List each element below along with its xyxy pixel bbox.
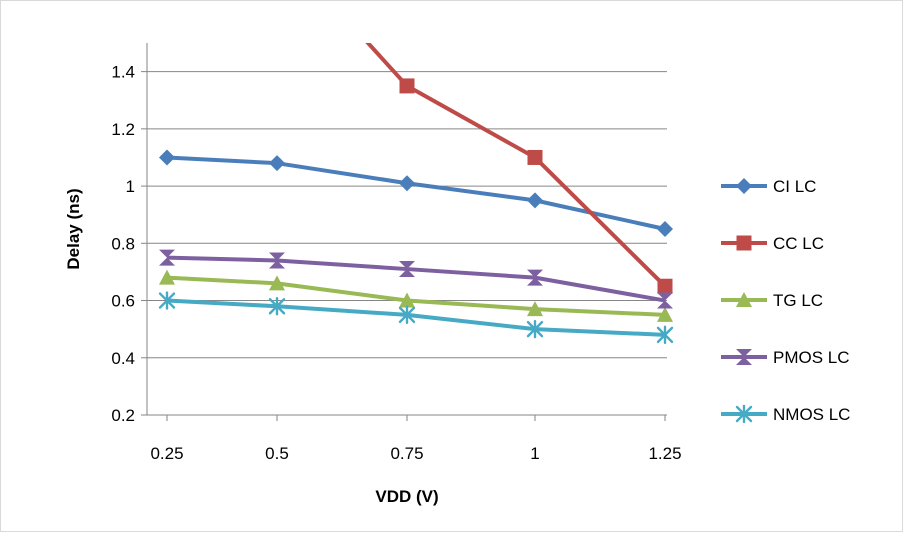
data-point-tg-lc (657, 306, 673, 322)
data-point-ci-lc (159, 149, 175, 166)
data-point-cc-lc (527, 149, 543, 165)
series-line-ci-lc (166, 155, 666, 231)
data-point-nmos-lc (268, 297, 286, 316)
data-point-cc-lc (399, 78, 415, 94)
legend-item-tg-lc: TG LC (721, 291, 823, 310)
data-point-nmos-lc (526, 319, 544, 339)
y-tick-label: 0.6 (111, 292, 135, 311)
markers-group (158, 78, 674, 345)
legend-item-nmos-lc: NMOS LC (721, 404, 850, 424)
data-point-ci-lc (657, 221, 673, 237)
x-tick-label: 1 (530, 444, 539, 463)
series-line-nmos-lc (166, 298, 666, 337)
data-point-ci-lc (399, 175, 415, 192)
data-point-nmos-lc (398, 305, 416, 325)
x-axis-title: VDD (V) (375, 487, 438, 506)
series-line-pmos-lc (166, 255, 666, 303)
x-tick-labels: 0.25 0.5 0.75 1 1.25 (150, 444, 681, 463)
data-point-tg-lc (159, 269, 175, 285)
data-point-cc-lc (657, 278, 673, 294)
legend-label: TG LC (773, 291, 823, 310)
y-tick-label: 1 (126, 177, 135, 196)
legend-item-cc-lc: CC LC (721, 234, 824, 253)
legend-swatch-marker (736, 349, 752, 365)
legend-swatch-marker (736, 292, 752, 307)
y-axis-title: Delay (ns) (64, 188, 83, 269)
x-tick-label: 0.25 (150, 444, 183, 463)
data-point-tg-lc (527, 301, 543, 317)
y-tick-label: 1.2 (111, 120, 135, 139)
data-point-pmos-lc (399, 261, 415, 278)
data-point-ci-lc (527, 192, 543, 209)
y-tick-label: 0.8 (111, 234, 135, 253)
legend-label: CI LC (773, 177, 816, 196)
series-line-tg-lc (166, 275, 666, 317)
legend-swatch-marker (736, 178, 752, 194)
series-group (166, 43, 667, 337)
axes (141, 43, 667, 421)
legend-swatch-marker (736, 235, 752, 251)
data-point-tg-lc (399, 292, 415, 308)
legend-item-ci-lc: CI LC (721, 177, 816, 196)
data-point-pmos-lc (269, 252, 285, 269)
y-tick-label: 0.4 (111, 349, 135, 368)
legend-label: CC LC (773, 234, 824, 253)
y-tick-label: 0.2 (111, 406, 135, 425)
legend-swatch-marker (735, 404, 753, 424)
gridlines (147, 71, 667, 359)
data-point-pmos-lc (527, 269, 543, 286)
x-tick-label: 0.5 (265, 444, 289, 463)
data-point-nmos-lc (656, 325, 674, 345)
legend-label: PMOS LC (773, 348, 850, 367)
data-point-nmos-lc (158, 291, 176, 310)
data-point-pmos-lc (159, 249, 175, 266)
y-tick-labels: 0.2 0.4 0.6 0.8 1 1.2 1.4 (111, 63, 135, 425)
data-point-tg-lc (269, 275, 285, 291)
data-point-ci-lc (269, 155, 285, 172)
y-tick-label: 1.4 (111, 63, 135, 82)
x-tick-label: 0.75 (390, 444, 423, 463)
legend-item-pmos-lc: PMOS LC (721, 348, 850, 367)
x-tick-label: 1.25 (648, 444, 681, 463)
legend: CI LC CC LC TG LC PMOS LC NMOS LC (721, 177, 850, 424)
legend-label: NMOS LC (773, 405, 850, 424)
data-point-pmos-lc (657, 292, 673, 309)
